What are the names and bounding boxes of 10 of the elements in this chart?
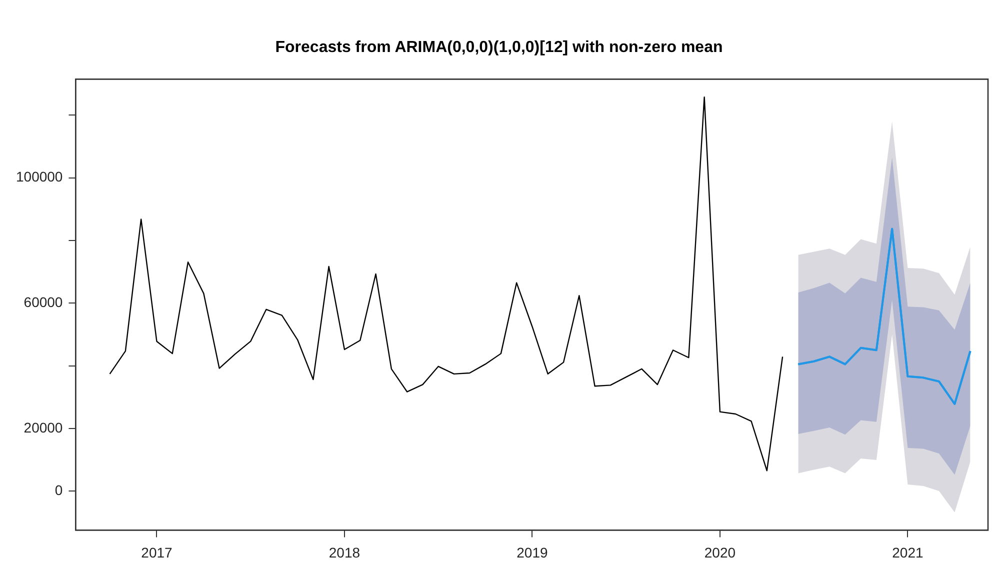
x-tick-label: 2017: [141, 544, 173, 560]
x-tick-label: 2020: [704, 544, 736, 560]
chart-title: Forecasts from ARIMA(0,0,0)(1,0,0)[12] with non-zero mean: [275, 39, 723, 56]
y-tick-label: 100000: [16, 168, 63, 185]
y-tick-label: 0: [54, 482, 63, 498]
x-tick-label: 2021: [892, 544, 924, 560]
y-tick-label: 60000: [24, 294, 63, 310]
y-tick-label: 20000: [24, 419, 63, 436]
x-tick-label: 2018: [328, 544, 360, 560]
x-tick-label: 2019: [516, 544, 548, 560]
